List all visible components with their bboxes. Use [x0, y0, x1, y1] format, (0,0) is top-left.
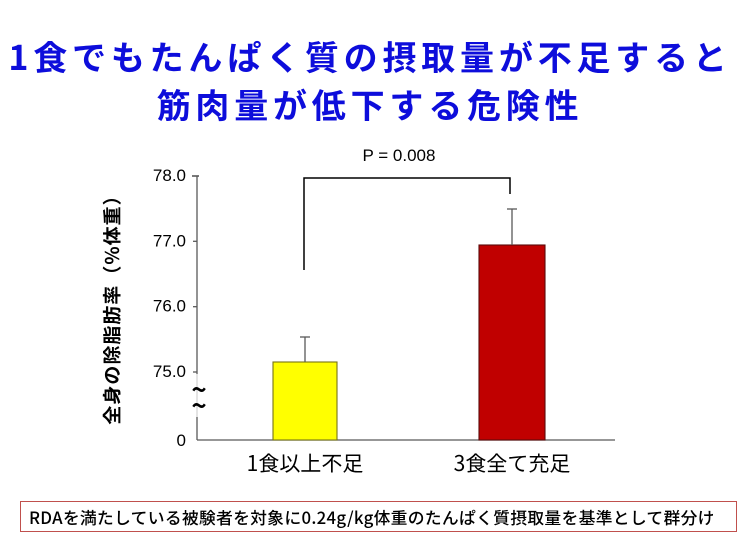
svg-text:77.0: 77.0 — [153, 231, 186, 250]
svg-text:0: 0 — [177, 431, 186, 450]
svg-text:~: ~ — [191, 386, 206, 423]
svg-text:全身の除脂肪率（%体重）: 全身の除脂肪率（%体重） — [98, 185, 125, 424]
svg-text:3食全て充足: 3食全て充足 — [454, 448, 571, 478]
svg-text:76.0: 76.0 — [153, 297, 186, 316]
svg-text:78.0: 78.0 — [153, 166, 186, 185]
svg-text:1食以上不足: 1食以上不足 — [247, 448, 364, 478]
svg-text:75.0: 75.0 — [153, 362, 186, 381]
svg-text:P = 0.008: P = 0.008 — [363, 146, 436, 165]
